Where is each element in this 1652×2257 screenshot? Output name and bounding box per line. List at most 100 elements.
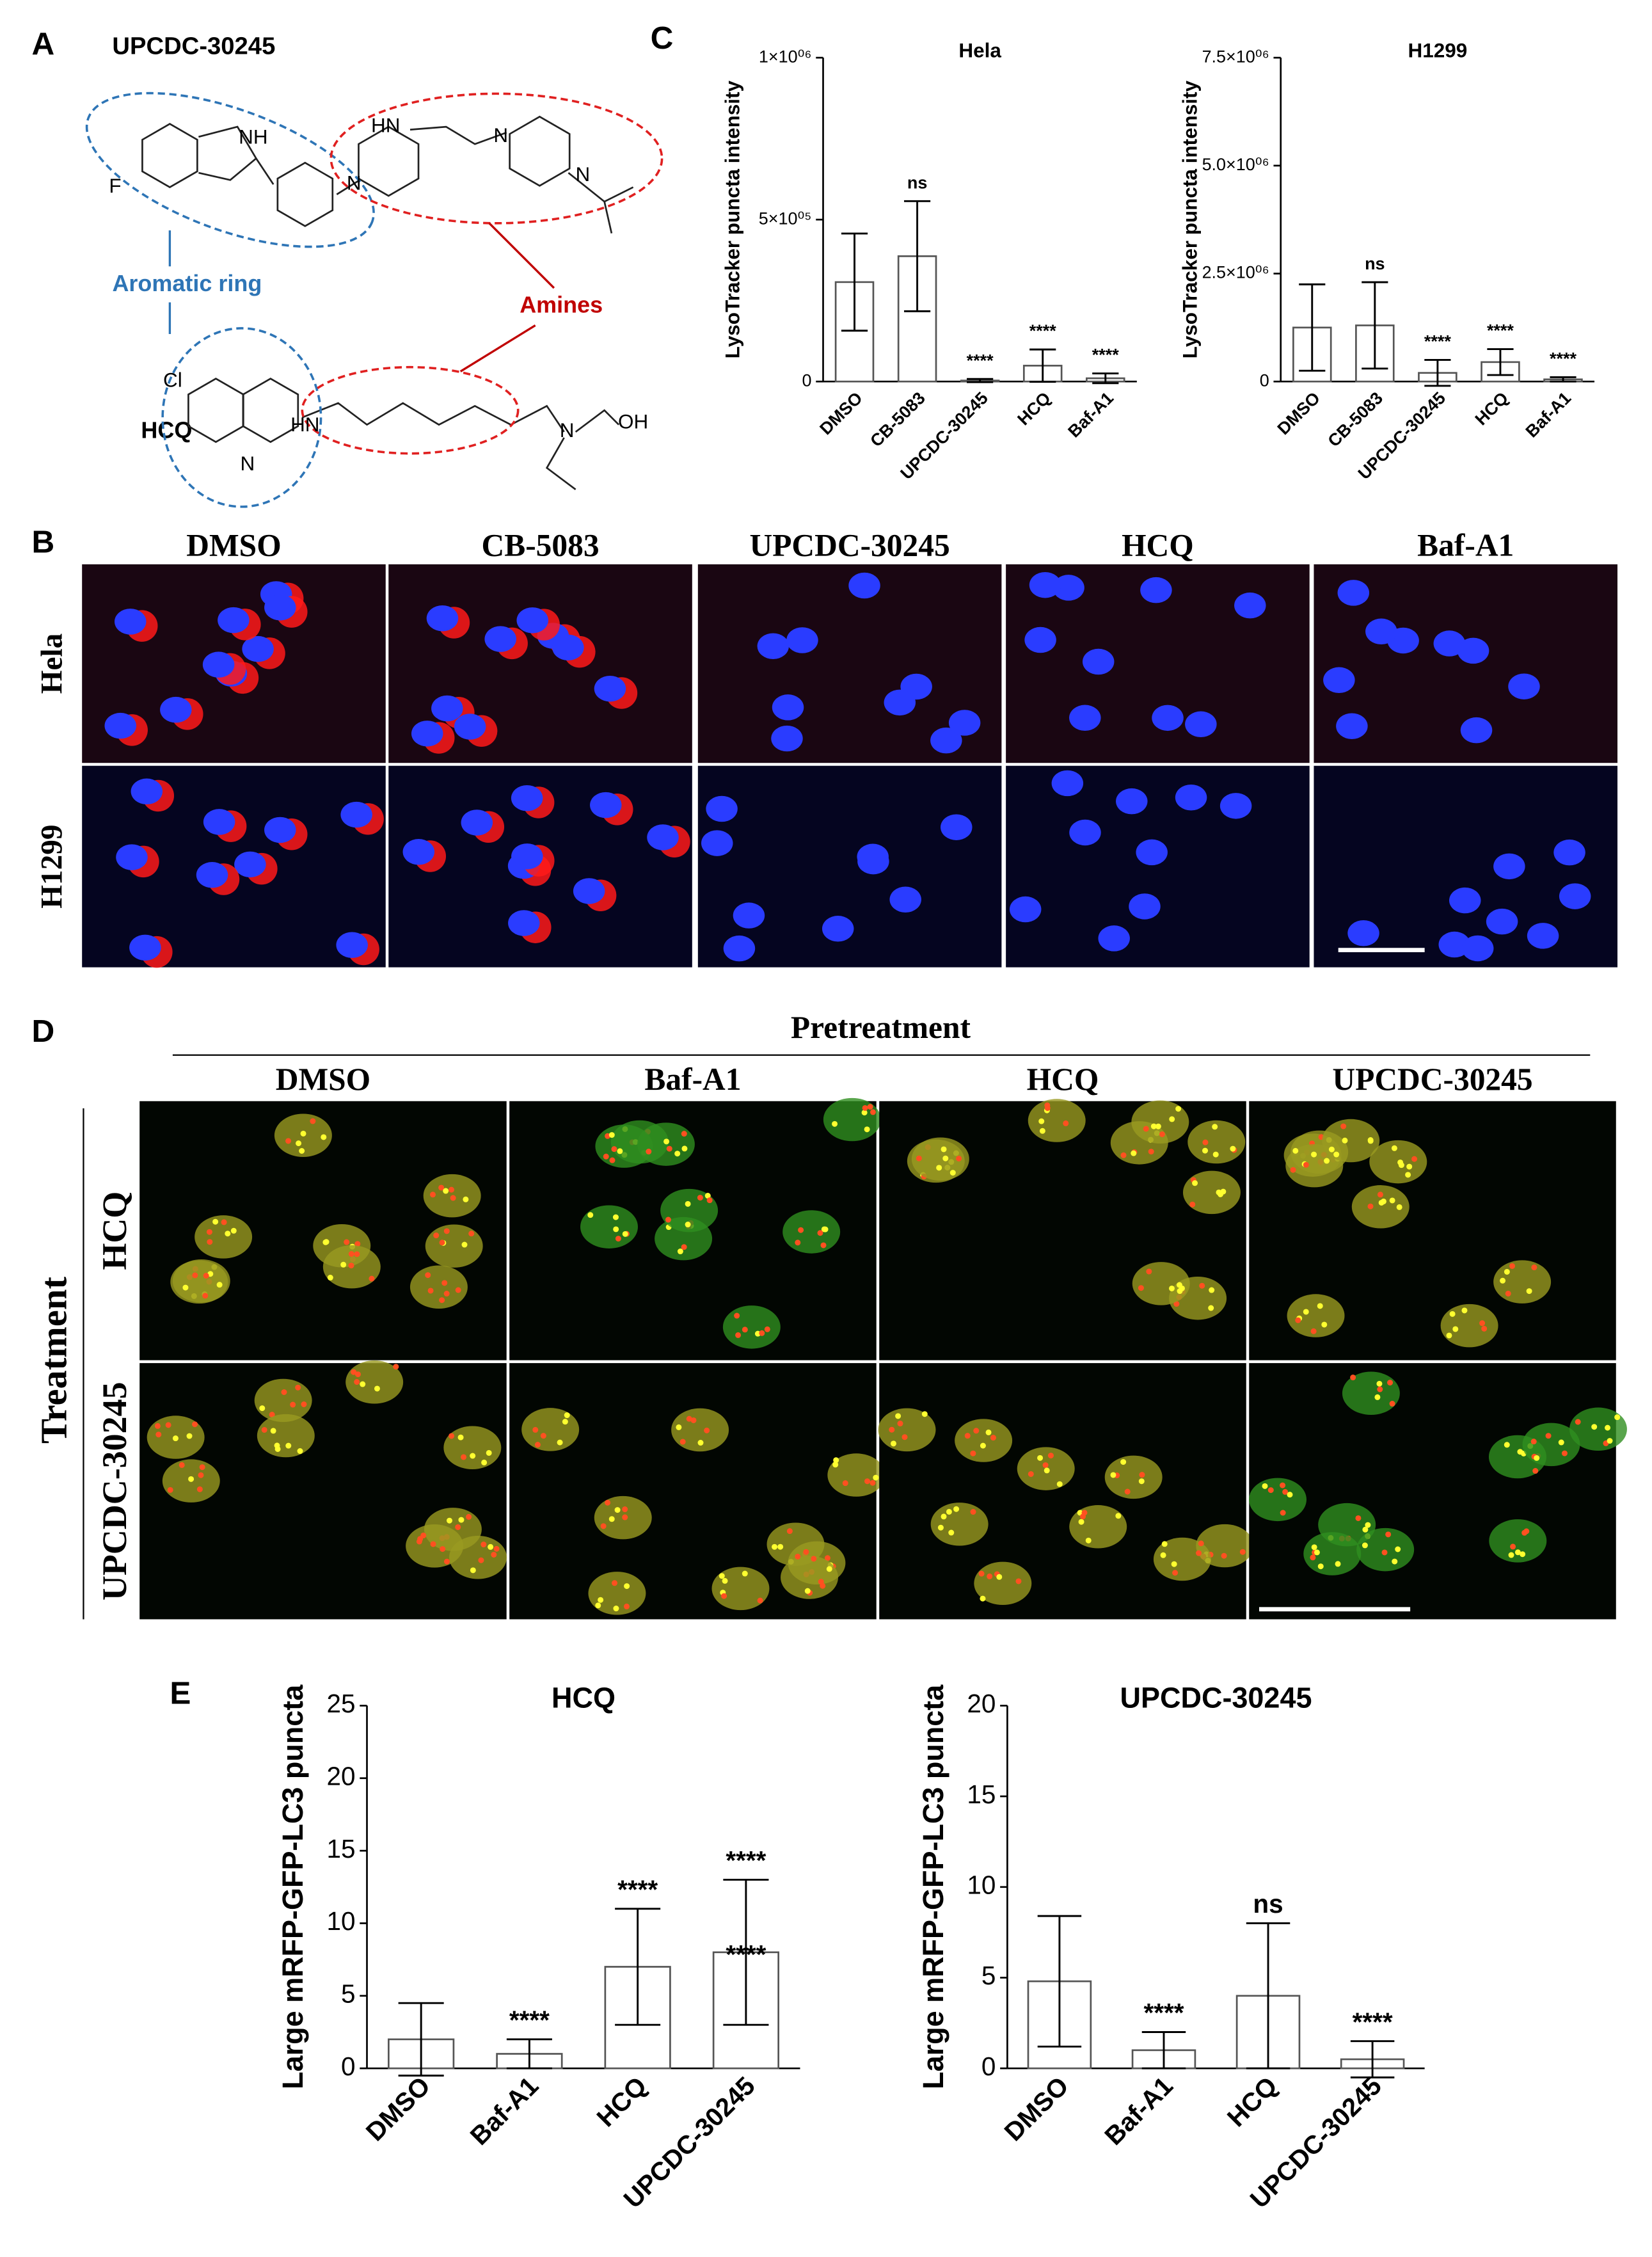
nucleus [857, 848, 889, 875]
y-tick-label: 5 [981, 1961, 996, 1990]
puncta [199, 1464, 205, 1471]
puncta [674, 1151, 681, 1157]
puncta [734, 1312, 740, 1319]
puncta [562, 1419, 568, 1425]
puncta [622, 1231, 628, 1237]
puncta [1504, 1442, 1510, 1448]
puncta [704, 1193, 711, 1199]
y-axis-label: Large mRFP-GFP-LC3 puncta [917, 1684, 949, 2089]
cell [1322, 1119, 1380, 1163]
nucleus [1009, 896, 1042, 923]
atom-label: N [576, 163, 591, 186]
cell [172, 1259, 230, 1303]
cell [345, 1360, 404, 1404]
puncta [764, 1326, 770, 1332]
micrograph [1249, 1363, 1616, 1620]
puncta [1287, 1492, 1293, 1498]
cell [409, 1265, 468, 1309]
nucleus [1029, 571, 1061, 598]
puncta [595, 1602, 601, 1609]
nucleus [573, 878, 605, 904]
puncta [269, 1412, 275, 1418]
puncta [429, 1192, 436, 1198]
puncta [1159, 1131, 1165, 1137]
puncta [1202, 1139, 1209, 1145]
puncta [624, 1583, 630, 1590]
error-bar [967, 378, 994, 383]
puncta [942, 1155, 949, 1161]
puncta [261, 1426, 267, 1433]
nucleus [160, 696, 192, 723]
micrograph [1006, 765, 1310, 968]
puncta [832, 1462, 839, 1468]
puncta [540, 1433, 546, 1439]
bond [603, 201, 613, 234]
puncta [722, 1577, 728, 1584]
puncta [873, 1474, 879, 1481]
bond [575, 409, 620, 433]
cell [671, 1408, 729, 1452]
puncta [310, 1118, 316, 1124]
cell [521, 1408, 580, 1451]
puncta [470, 1567, 476, 1574]
puncta [1411, 1156, 1418, 1162]
puncta [1397, 1159, 1404, 1165]
atom-label: Cl [163, 369, 182, 392]
error-bar [615, 1908, 661, 2026]
significance-label: **** [509, 2006, 550, 2035]
puncta [488, 1543, 494, 1550]
puncta [1530, 1439, 1537, 1445]
puncta [1355, 1515, 1362, 1521]
puncta [1396, 1204, 1402, 1210]
nucleus [647, 824, 679, 850]
puncta [167, 1487, 173, 1493]
puncta [438, 1184, 445, 1191]
y-tick-label: 1×10⁰⁶ [759, 47, 812, 66]
puncta [953, 1506, 960, 1512]
puncta [820, 1242, 827, 1248]
puncta [1449, 1311, 1456, 1317]
x-tick-label: DMSO [998, 2071, 1074, 2146]
puncta [973, 1428, 980, 1434]
nucleus [1457, 637, 1489, 664]
puncta [1172, 1570, 1179, 1576]
puncta [1481, 1325, 1488, 1332]
x-tick-label: HCQ [1472, 388, 1513, 429]
cell [1249, 1478, 1307, 1522]
puncta [964, 1433, 971, 1439]
significance-label: **** [1550, 349, 1577, 369]
puncta [1047, 1453, 1054, 1459]
cell [711, 1567, 770, 1611]
cell [722, 1305, 781, 1349]
nucleus [1449, 887, 1481, 914]
highlight-ellipse [161, 327, 322, 508]
connector [488, 222, 555, 289]
nucleus [822, 916, 854, 942]
puncta [1037, 1455, 1044, 1461]
nucleus [203, 809, 235, 835]
panel-letter: E [170, 1676, 191, 1711]
puncta [916, 1155, 922, 1161]
nucleus [1051, 770, 1084, 797]
puncta [1520, 1551, 1526, 1558]
puncta [186, 1433, 193, 1439]
puncta [1500, 1277, 1506, 1284]
puncta [1389, 1401, 1395, 1407]
nucleus [889, 886, 921, 913]
puncta [285, 1442, 292, 1449]
puncta [1303, 1309, 1309, 1315]
ring [276, 161, 334, 227]
cell [1182, 1170, 1241, 1215]
puncta [212, 1218, 219, 1225]
puncta [430, 1541, 436, 1547]
nucleus [1461, 935, 1494, 962]
x-tick-label: Baf-A1 [1522, 388, 1575, 442]
nucleus [594, 675, 626, 702]
y-tick-label: 0 [341, 2052, 356, 2081]
puncta [466, 1513, 472, 1520]
significance-label: ns [1365, 254, 1385, 273]
nucleus [454, 714, 486, 740]
puncta [936, 1165, 942, 1171]
significance-label: **** [1143, 1998, 1184, 2027]
